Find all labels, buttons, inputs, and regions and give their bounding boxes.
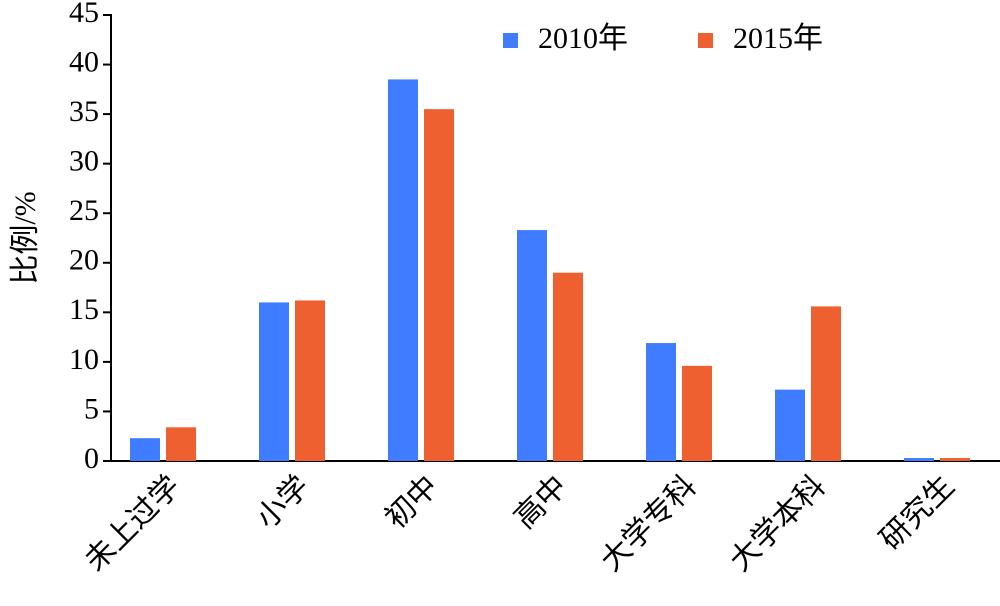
x-tick-label: 研究生 [874,469,961,556]
bar [517,230,547,461]
bar [259,302,289,461]
y-tick-label: 20 [69,244,99,277]
bar [646,343,676,461]
y-tick-label: 15 [69,293,99,326]
bar [775,389,805,461]
bar [682,365,712,461]
x-tick-label: 小学 [250,469,316,535]
x-tick-label: 未上过学 [79,469,187,577]
bar [295,300,325,461]
x-tick-label: 大学本科 [724,469,832,577]
legend-swatch [698,33,713,48]
bar [904,458,934,461]
x-tick-label: 初中 [379,469,445,535]
bar [811,306,841,461]
x-tick-label: 高中 [508,469,574,535]
bar [388,79,418,461]
bar [553,272,583,461]
bar [166,427,196,461]
y-tick-label: 35 [69,95,99,128]
legend-label: 2010年 [538,22,628,55]
bar [130,438,160,461]
y-tick-label: 30 [69,145,99,178]
y-tick-label: 25 [69,194,99,227]
y-tick-label: 45 [69,0,99,29]
legend-label: 2015年 [733,22,823,55]
bar [424,109,454,462]
y-tick-label: 40 [69,45,99,78]
y-tick-label: 10 [69,343,99,376]
y-tick-label: 0 [84,442,99,475]
x-tick-label: 大学专科 [595,469,703,577]
legend-swatch [503,33,518,48]
y-axis-label: 比例/% [9,191,42,284]
y-tick-label: 5 [84,392,99,425]
bar [940,458,970,461]
